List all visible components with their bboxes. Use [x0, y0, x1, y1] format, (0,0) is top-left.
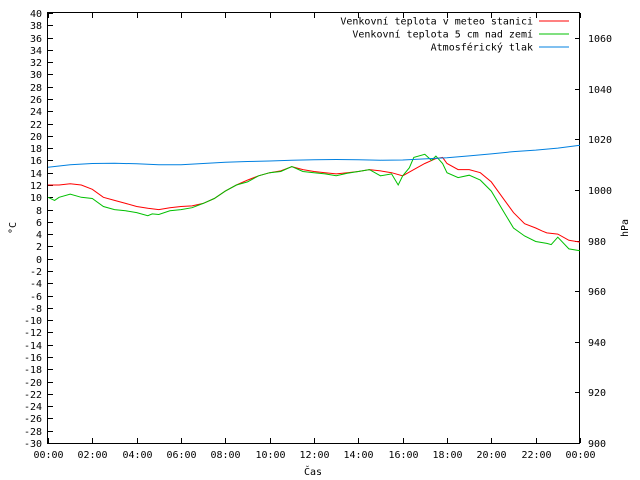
y-right-tick-label: 1000: [588, 186, 612, 197]
y-right-tick-label: 1020: [588, 135, 612, 146]
y-left-tick-label: 10: [30, 193, 42, 204]
y-right-tick-label: 960: [588, 287, 606, 298]
x-tick-label: 14:00: [343, 450, 373, 461]
y-right-tick-label: 1040: [588, 85, 612, 96]
y-left-tick-label: -22: [24, 390, 42, 401]
y-left-tick-label: -18: [24, 365, 42, 376]
legend-label-2: Venkovní teplota 5 cm nad zemí: [352, 29, 533, 41]
y-left-tick-label: 14: [30, 169, 42, 180]
y-left-tick-label: -12: [24, 328, 42, 339]
legend: Venkovní teplota v meteo staniciVenkovní…: [340, 16, 569, 54]
y-right-tick-label: 900: [588, 439, 606, 450]
series-line-1: [48, 156, 581, 243]
legend-label-3: Atmosférický tlak: [431, 42, 533, 54]
y-left-tick-label: 8: [36, 206, 42, 217]
y-axis-right-label: hPa: [620, 219, 631, 237]
y-left-tick-label: 36: [30, 34, 42, 45]
y-axis-left-label: °C: [8, 222, 19, 234]
y-left-tick-label: -30: [24, 439, 42, 450]
y-axis-left-ticks: 4038363432302826242220181614121086420-2-…: [24, 9, 53, 450]
x-tick-label: 22:00: [521, 450, 551, 461]
x-tick-label: 20:00: [476, 450, 506, 461]
y-left-tick-label: -4: [30, 279, 42, 290]
y-left-tick-label: -10: [24, 316, 42, 327]
y-right-tick-label: 940: [588, 338, 606, 349]
x-axis-ticks: 00:00 02:00 04:00 06:00 08:00 10:00 12:00 14:00…: [33, 13, 596, 461]
y-left-tick-label: 22: [30, 120, 42, 131]
y-left-tick-label: 16: [30, 156, 42, 167]
series-line-2: [47, 153, 581, 252]
y-left-tick-label: 32: [30, 58, 42, 69]
x-tick-label: 10:00: [255, 450, 285, 461]
y-left-tick-label: 38: [30, 21, 42, 32]
series-line-3: [47, 144, 581, 168]
y-left-tick-label: 34: [30, 46, 42, 57]
legend-label-1: Venkovní teplota v meteo stanici: [340, 16, 533, 28]
y-left-tick-label: 40: [30, 9, 42, 20]
x-tick-label: 16:00: [388, 450, 418, 461]
y-left-tick-label: 30: [30, 70, 42, 81]
y-left-tick-label: 24: [30, 107, 42, 118]
y-left-tick-label: 0: [36, 255, 42, 266]
x-tick-label: 12:00: [299, 450, 329, 461]
y-axis-right-ticks: 1060 1040 1020 1000 980 960 940 920 900: [575, 34, 612, 450]
y-left-tick-label: -20: [24, 378, 42, 389]
y-left-tick-label: -2: [30, 267, 42, 278]
y-left-tick-label: -24: [24, 402, 42, 413]
y-left-tick-label: 20: [30, 132, 42, 143]
x-tick-label: 04:00: [122, 450, 152, 461]
x-tick-label: 00:00: [565, 450, 595, 461]
x-tick-label: 00:00: [33, 450, 63, 461]
x-tick-label: 18:00: [432, 450, 462, 461]
y-left-tick-label: -8: [30, 304, 42, 315]
y-left-tick-label: 28: [30, 83, 42, 94]
y-left-tick-label: -16: [24, 353, 42, 364]
y-left-tick-label: -6: [30, 292, 42, 303]
y-left-tick-label: -28: [24, 427, 42, 438]
y-left-tick-label: 4: [36, 230, 42, 241]
y-right-tick-label: 920: [588, 388, 606, 399]
plot-frame: [47, 12, 580, 444]
y-left-tick-label: 6: [36, 218, 42, 229]
x-tick-label: 08:00: [210, 450, 240, 461]
y-left-tick-label: -26: [24, 414, 42, 425]
y-left-tick-label: 2: [36, 242, 42, 253]
y-left-tick-label: 12: [30, 181, 42, 192]
y-left-tick-label: -14: [24, 341, 42, 352]
y-right-tick-label: 1060: [588, 34, 612, 45]
series-group: [47, 144, 581, 252]
x-axis-label: Čas: [304, 465, 322, 478]
x-tick-label: 06:00: [166, 450, 196, 461]
y-right-tick-label: 980: [588, 237, 606, 248]
y-left-tick-label: 26: [30, 95, 42, 106]
x-tick-label: 02:00: [77, 450, 107, 461]
y-left-tick-label: 18: [30, 144, 42, 155]
